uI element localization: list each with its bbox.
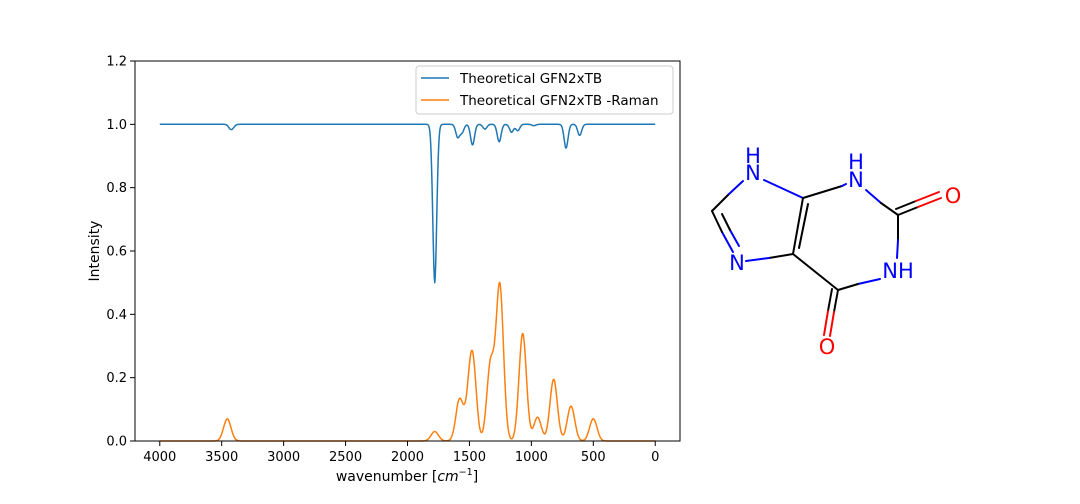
bond-c6-o-dbl: [827, 288, 833, 312]
bond-c8-n9-b: [728, 180, 744, 195]
atom-h-n9: H: [745, 144, 761, 168]
x-tick-label: 4000: [143, 450, 176, 465]
bond-c5-c4: [792, 197, 804, 255]
bond-c2-o-dbl: [895, 200, 917, 210]
bond-n7-c8-dbl: [729, 229, 740, 247]
bond-c2-o-dbl-b: [915, 191, 940, 202]
bond-n9-c4: [763, 179, 804, 199]
bond-n3-c6-b: [837, 283, 859, 291]
bond-n1-c2: [865, 189, 882, 204]
bond-c2-n3-b: [896, 239, 899, 259]
bond-c8-n9: [711, 193, 730, 212]
y-tick-label: 0.8: [106, 181, 127, 196]
y-tick-label: 1.2: [106, 55, 127, 70]
bond-c6-o-dbl-b: [823, 310, 829, 336]
bond-n7-c8: [721, 231, 734, 253]
x-tick-label: 2000: [391, 450, 424, 465]
legend-box: [415, 65, 674, 115]
bond-c2-o-b: [917, 197, 942, 208]
bond-n7-c8-b: [711, 210, 723, 233]
bond-n3-c6: [857, 278, 881, 285]
atom-n1: N: [848, 168, 864, 192]
x-axis-label: wavenumber [cm−1]: [336, 467, 478, 485]
legend-label-ir: Theoretical GFN2xTB: [459, 71, 602, 87]
x-tick-label: 1000: [515, 450, 548, 465]
x-tick-label: 3000: [267, 450, 300, 465]
bond-c2-o: [897, 206, 919, 216]
bond-c4-n1: [802, 185, 843, 199]
x-tick-label: 500: [581, 450, 606, 465]
x-tick-label: 2500: [329, 450, 362, 465]
bond-c5-n7: [768, 253, 794, 259]
atom-n3h: NH: [882, 259, 914, 283]
x-tick-label: 3500: [205, 450, 238, 465]
legend-label-raman: Theoretical GFN2xTB -Raman: [459, 93, 659, 109]
legend: Theoretical GFN2xTB Theoretical GFN2xTB …: [415, 65, 674, 115]
spectrum-plot: 4000 3500 3000 2500 2000 1500 1000 500 0 0.00.20…: [87, 55, 681, 485]
x-tick-label: 1500: [453, 450, 486, 465]
x-axis-ticks: 4000 3500 3000 2500 2000 1500 1000 500 0: [143, 441, 659, 465]
y-axis-label: Intensity: [87, 221, 103, 282]
y-tick-label: 1.0: [106, 118, 127, 133]
atom-h-n1: H: [848, 150, 864, 174]
y-tick-label: 0.2: [106, 371, 127, 386]
series-line-ir: [159, 123, 656, 284]
bond-c4-n1-b: [841, 183, 847, 187]
atom-o6: O: [819, 335, 836, 359]
bond-c6-c5: [792, 253, 839, 291]
bond-n1-c2-b: [880, 202, 899, 216]
atom-o2: O: [945, 184, 962, 208]
plot-area: [135, 61, 680, 441]
y-axis-ticks: 0.0 0.2 0.4 0.6 0.8 1.0 1.2: [106, 55, 135, 450]
atom-n9: N: [745, 161, 761, 185]
bond-c6-o: [833, 289, 839, 313]
y-tick-label: 0.6: [106, 245, 127, 260]
bond-n7-c8-dbl-b: [721, 213, 731, 231]
y-tick-label: 0.4: [106, 308, 127, 323]
x-tick-label: 0: [651, 450, 659, 465]
y-tick-label: 0.0: [106, 435, 127, 450]
bond-c6-o-b: [829, 311, 835, 337]
molecule-structure: H N H N O NH N O: [711, 144, 962, 359]
bond-c5-c4-dbl: [798, 203, 809, 249]
bond-c5-n7-b: [745, 257, 770, 262]
atom-n7: N: [729, 251, 745, 275]
